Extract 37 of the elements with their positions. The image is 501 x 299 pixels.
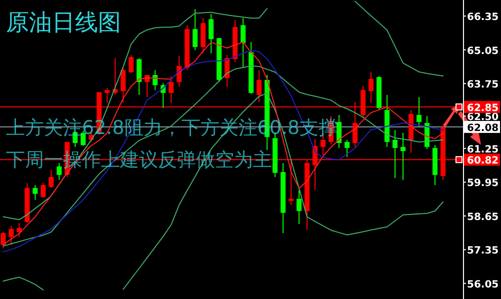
y-tick-label: 57.35	[467, 246, 499, 257]
candlestick	[192, 8, 198, 51]
ref-line-label: 62.85	[467, 102, 499, 114]
candlestick	[136, 58, 142, 96]
ref-line-label: 60.82	[467, 156, 499, 167]
candlestick	[208, 14, 214, 54]
chart-title: 原油日线图	[6, 10, 121, 36]
y-tick-label: 56.05	[467, 279, 499, 290]
y-tick-label: 63.75	[467, 80, 499, 91]
candlestick	[168, 76, 174, 104]
candlestick	[32, 184, 38, 200]
y-tick-label: 66.35	[467, 12, 499, 24]
candlestick	[128, 54, 134, 74]
y-tick-label: 65.05	[467, 46, 499, 57]
candlestick	[8, 225, 14, 246]
candlestick	[392, 130, 398, 179]
y-tick-label: 61.25	[467, 144, 499, 156]
candlestick	[224, 54, 230, 88]
candlestick	[48, 170, 54, 188]
candlestick	[368, 72, 374, 104]
candlestick	[344, 139, 350, 158]
candlestick	[296, 189, 302, 224]
y-tick-label: 59.95	[467, 178, 499, 190]
y-tick-label: 62.50	[467, 112, 499, 124]
y-tick-label: 58.65	[467, 212, 499, 223]
candlestick	[200, 18, 206, 54]
candlestick	[400, 132, 406, 180]
candlestick	[240, 18, 246, 68]
candlestick	[0, 232, 6, 248]
candlestick	[104, 87, 110, 104]
candlestick	[120, 68, 126, 104]
candlestick	[288, 159, 294, 206]
candlestick	[256, 70, 262, 103]
candlestick	[40, 182, 46, 199]
candlestick	[416, 96, 422, 128]
candlestick	[336, 114, 342, 148]
ref-line-label: 62.08	[467, 122, 499, 134]
